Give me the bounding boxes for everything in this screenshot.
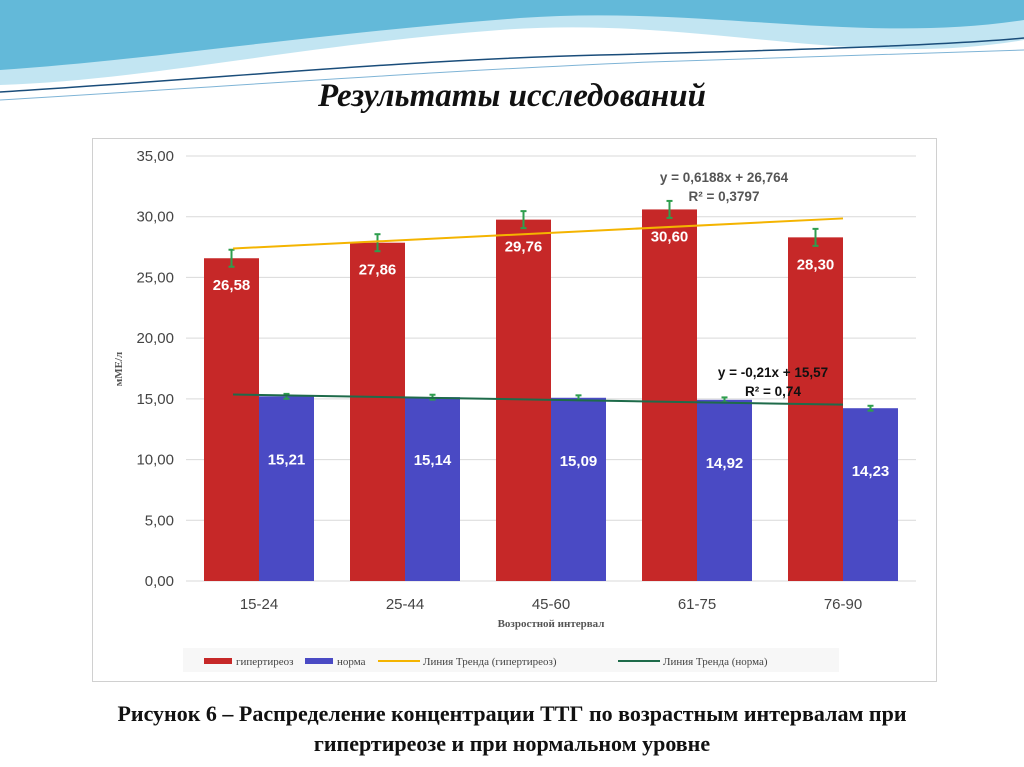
y-tick-label: 25,00: [136, 269, 174, 286]
bar-hyper: [642, 209, 697, 581]
trendline: [232, 393, 844, 406]
trend-r2-hyper: R² = 0,3797: [689, 189, 760, 204]
y-tick-label: 10,00: [136, 452, 174, 469]
bar-norma: [405, 397, 460, 581]
trend-equation-hyper: y = 0,6188x + 26,764: [660, 170, 789, 185]
data-label: 15,14: [414, 452, 452, 469]
bar-chart: 0,00 5,00 10,00 15,00 20,00 25,00 30,00 35,00 26…: [113, 148, 916, 672]
legend-swatch: [305, 658, 333, 664]
trendline: [232, 217, 844, 250]
bar-norma: [259, 396, 314, 581]
x-axis-title: Возростной интервал: [498, 618, 605, 630]
bar-norma: [697, 399, 752, 581]
y-tick-label: 5,00: [145, 512, 174, 529]
data-label: 14,92: [706, 455, 744, 472]
bar-hyper: [788, 237, 843, 581]
legend-label: гипертиреоз: [236, 656, 293, 668]
x-tick-label: 15-24: [240, 596, 278, 613]
trend-equation-norma: y = -0,21x + 15,57: [718, 365, 828, 380]
legend-swatch: [204, 658, 232, 664]
data-label: 30,60: [651, 228, 689, 245]
data-label: 28,30: [797, 256, 835, 273]
figure-caption-line1: Рисунок 6 – Распределение концентрации Т…: [117, 701, 907, 726]
bar-hyper: [350, 242, 405, 581]
legend-label: норма: [337, 656, 366, 668]
y-tick-label: 35,00: [136, 148, 174, 165]
legend-label: Линия Тренда (норма): [663, 656, 768, 668]
data-label: 15,21: [268, 451, 306, 468]
chart-frame: 0,00 5,00 10,00 15,00 20,00 25,00 30,00 35,00 26…: [92, 138, 937, 682]
y-axis-title: мМЕ/л: [113, 352, 125, 386]
figure-caption-line2: гипертиреозе и при нормальном уровне: [313, 731, 711, 756]
data-label: 26,58: [213, 277, 251, 294]
x-tick-label: 25-44: [386, 596, 424, 613]
slide-title: Результаты исследований: [318, 78, 706, 114]
bar-norma: [843, 408, 898, 581]
x-tick-label: 61-75: [678, 596, 716, 613]
data-label: 15,09: [560, 453, 598, 470]
x-tick-label: 45-60: [532, 596, 570, 613]
trend-r2-norma: R² = 0,74: [745, 384, 801, 399]
y-tick-label: 30,00: [136, 209, 174, 226]
data-label: 27,86: [359, 262, 397, 279]
y-tick-label: 0,00: [145, 573, 174, 590]
header-waves: [0, 0, 1024, 101]
data-label: 14,23: [852, 463, 890, 480]
legend-background: [183, 648, 839, 672]
bar-norma: [551, 397, 606, 581]
x-tick-label: 76-90: [824, 596, 862, 613]
y-tick-label: 15,00: [136, 391, 174, 408]
y-tick-label: 20,00: [136, 330, 174, 347]
bar-hyper: [204, 258, 259, 581]
data-label: 29,76: [505, 239, 543, 256]
legend-label: Линия Тренда (гипертиреоз): [423, 656, 557, 668]
